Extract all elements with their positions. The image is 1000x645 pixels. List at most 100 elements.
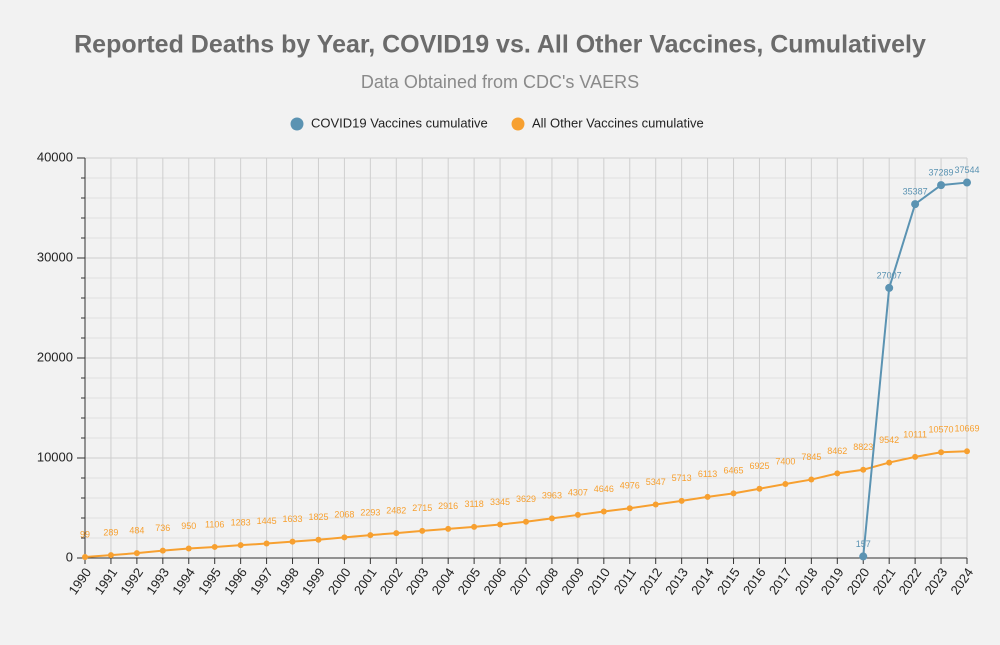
data-point xyxy=(237,542,244,549)
data-label: 5347 xyxy=(646,477,666,487)
data-label: 37289 xyxy=(929,167,954,177)
x-tick-label: 1998 xyxy=(273,565,302,597)
data-point xyxy=(574,511,581,518)
data-point xyxy=(497,521,504,528)
data-point xyxy=(678,497,685,504)
y-tick-label: 30000 xyxy=(37,249,73,264)
y-tick-label: 40000 xyxy=(37,149,73,164)
data-point xyxy=(704,493,711,500)
data-point xyxy=(185,545,192,552)
x-tick-label: 2010 xyxy=(584,565,613,597)
x-tick-label: 2022 xyxy=(896,565,925,597)
data-label: 2916 xyxy=(438,501,458,511)
data-label: 1445 xyxy=(257,516,277,526)
chart-subtitle: Data Obtained from CDC's VAERS xyxy=(361,72,639,92)
x-tick-label: 2007 xyxy=(506,565,535,597)
data-point xyxy=(393,530,400,537)
data-label: 484 xyxy=(129,526,144,536)
x-tick-label: 2021 xyxy=(870,565,899,597)
data-point xyxy=(82,554,88,561)
x-tick-label: 1990 xyxy=(65,565,94,597)
data-point xyxy=(782,481,789,487)
data-label: 37544 xyxy=(954,165,979,175)
data-label: 5713 xyxy=(672,473,692,483)
data-point xyxy=(289,538,296,545)
legend-label: COVID19 Vaccines cumulative xyxy=(311,115,488,130)
x-tick-label: 1993 xyxy=(143,565,172,597)
data-label: 3629 xyxy=(516,494,536,504)
x-tick-label: 2015 xyxy=(714,565,743,597)
data-point xyxy=(471,523,478,530)
data-label: 6465 xyxy=(724,466,744,476)
data-label: 1106 xyxy=(205,519,224,529)
data-label: 157 xyxy=(856,539,871,549)
data-label: 4646 xyxy=(594,484,614,494)
legend-marker xyxy=(511,117,525,131)
x-tick-label: 2012 xyxy=(636,565,665,597)
x-tick-label: 1992 xyxy=(117,565,146,597)
data-label: 10570 xyxy=(929,425,954,435)
data-point xyxy=(263,540,270,547)
data-label: 35387 xyxy=(903,187,928,197)
x-tick-label: 2020 xyxy=(844,565,873,597)
data-point xyxy=(211,543,218,550)
data-label: 2068 xyxy=(334,510,354,520)
data-point xyxy=(938,449,945,456)
x-tick-label: 2008 xyxy=(532,565,561,597)
data-point xyxy=(911,200,920,209)
data-label: 950 xyxy=(181,521,196,531)
data-point xyxy=(808,476,815,483)
data-point xyxy=(860,466,867,473)
x-tick-label: 2016 xyxy=(740,565,769,597)
data-label: 7400 xyxy=(775,456,795,466)
data-label: 10669 xyxy=(954,424,979,434)
x-tick-label: 2005 xyxy=(455,565,484,597)
data-point xyxy=(859,552,868,561)
y-tick-label: 0 xyxy=(66,549,73,564)
data-point xyxy=(445,525,452,532)
data-point xyxy=(730,490,737,497)
x-tick-label: 1996 xyxy=(221,565,250,597)
x-tick-label: 1995 xyxy=(195,565,224,597)
data-label: 8823 xyxy=(853,442,873,452)
legend-marker xyxy=(290,117,304,131)
data-label: 8462 xyxy=(827,446,847,456)
data-label: 3118 xyxy=(464,499,483,509)
x-tick-label: 2023 xyxy=(921,565,950,597)
data-label: 99 xyxy=(80,529,90,539)
x-tick-label: 2011 xyxy=(611,565,639,597)
data-point xyxy=(886,459,893,466)
data-label: 1283 xyxy=(231,518,251,528)
x-tick-label: 2024 xyxy=(947,565,976,597)
x-tick-label: 2014 xyxy=(688,565,717,597)
data-label: 1825 xyxy=(308,512,328,522)
x-tick-label: 2002 xyxy=(377,565,406,597)
x-tick-label: 2013 xyxy=(662,565,691,597)
data-point xyxy=(626,505,633,512)
data-point xyxy=(600,508,607,515)
y-tick-label: 10000 xyxy=(37,449,73,464)
data-point xyxy=(159,547,166,554)
data-point xyxy=(419,527,426,534)
data-label: 27007 xyxy=(877,270,902,280)
data-label: 3345 xyxy=(490,497,510,507)
x-tick-label: 1997 xyxy=(247,565,276,597)
data-point xyxy=(963,178,971,187)
x-tick-label: 2003 xyxy=(403,565,432,597)
data-label: 10111 xyxy=(903,429,927,439)
data-point xyxy=(341,534,348,541)
x-tick-label: 1991 xyxy=(91,565,120,597)
data-label: 289 xyxy=(103,527,118,537)
x-tick-label: 2000 xyxy=(325,565,354,597)
chart-title: Reported Deaths by Year, COVID19 vs. All… xyxy=(74,31,926,59)
data-point xyxy=(937,181,946,190)
x-tick-label: 2001 xyxy=(351,565,380,597)
data-label: 736 xyxy=(155,523,170,533)
data-point xyxy=(756,485,763,492)
data-label: 6113 xyxy=(698,469,717,479)
data-point xyxy=(964,448,970,455)
x-tick-label: 1994 xyxy=(169,565,198,597)
x-tick-label: 2009 xyxy=(558,565,587,597)
